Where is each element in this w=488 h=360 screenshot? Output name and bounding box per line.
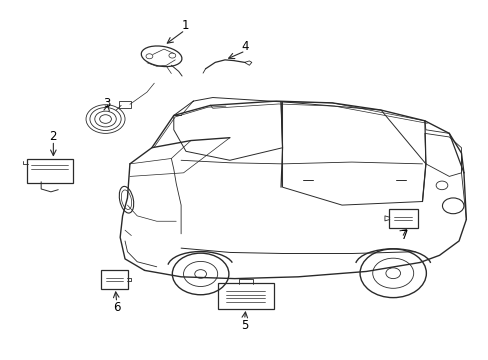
Text: 1: 1	[181, 19, 188, 32]
Text: 4: 4	[241, 40, 249, 53]
Text: 3: 3	[103, 98, 110, 111]
Text: 7: 7	[400, 229, 407, 242]
Text: 2: 2	[49, 130, 57, 143]
Text: 5: 5	[240, 319, 248, 332]
Text: 6: 6	[113, 301, 120, 314]
